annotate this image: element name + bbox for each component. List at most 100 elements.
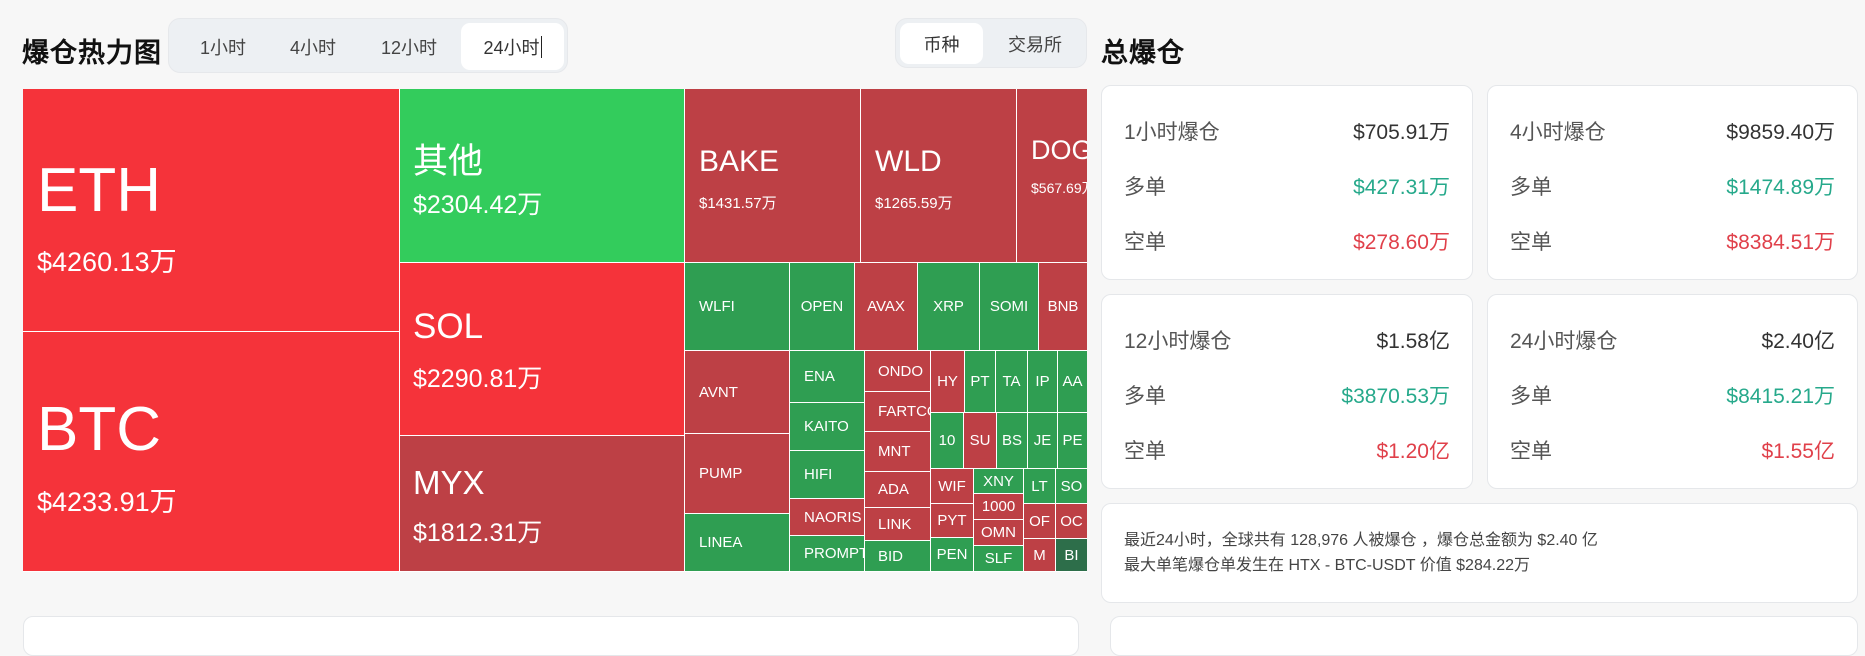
- tile-ta[interactable]: TA: [996, 351, 1028, 413]
- tile-su[interactable]: SU: [964, 413, 997, 469]
- tile-bs[interactable]: BS: [997, 413, 1028, 469]
- tile-slf[interactable]: SLF: [974, 546, 1024, 572]
- long-label: 多单: [1510, 385, 1552, 408]
- tile-sol[interactable]: SOL $2290.81万: [400, 263, 685, 436]
- short-label: 空单: [1510, 231, 1552, 254]
- tile-bid[interactable]: BID: [865, 541, 931, 572]
- tile-lt[interactable]: LT: [1024, 469, 1056, 504]
- card-1h: 1小时爆仓 $705.91万 多单 $427.31万 空单 $278.60万: [1101, 85, 1473, 280]
- tile-myx[interactable]: MYX $1812.31万: [400, 436, 685, 572]
- card-label: 12小时爆仓: [1124, 330, 1232, 353]
- tile-eth[interactable]: ETH $4260.13万: [23, 89, 400, 332]
- tile-xny[interactable]: XNY: [974, 469, 1024, 494]
- tile-ena[interactable]: ENA: [790, 351, 865, 403]
- tile-linea[interactable]: LINEA: [685, 514, 790, 572]
- tile-of[interactable]: OF: [1024, 504, 1056, 539]
- heatmap-title: 爆仓热力图: [22, 38, 162, 68]
- tile-m[interactable]: M: [1024, 539, 1056, 572]
- short-label: 空单: [1124, 231, 1166, 254]
- tile-naoris[interactable]: NAORIS: [790, 499, 865, 536]
- tile-symbol: MYX: [413, 464, 485, 501]
- group-by-tabs: 币种 交易所: [895, 18, 1087, 68]
- tile-symbol: BTC: [37, 395, 161, 464]
- tile-avnt[interactable]: AVNT: [685, 351, 790, 434]
- card-4h: 4小时爆仓 $9859.40万 多单 $1474.89万 空单 $8384.51万: [1487, 85, 1858, 280]
- liquidation-treemap: ETH $4260.13万 BTC $4233.91万 其他 $2304.42万…: [23, 89, 1087, 572]
- tile-pen[interactable]: PEN: [931, 538, 974, 572]
- tile-mnt[interactable]: MNT: [865, 432, 931, 472]
- long-label: 多单: [1124, 176, 1166, 199]
- card-24h: 24小时爆仓 $2.40亿 多单 $8415.21万 空单 $1.55亿: [1487, 294, 1858, 489]
- short-label: 空单: [1510, 440, 1552, 463]
- tile-wif[interactable]: WIF: [931, 469, 974, 504]
- tile-value: $1431.57万: [699, 195, 777, 212]
- tile-avax[interactable]: AVAX: [855, 263, 918, 351]
- long-value: $3870.53万: [1341, 385, 1450, 408]
- tile-value: $4260.13万: [37, 247, 177, 277]
- tile-ip[interactable]: IP: [1028, 351, 1058, 413]
- short-value: $1.55亿: [1761, 440, 1835, 463]
- long-value: $427.31万: [1353, 176, 1450, 199]
- tile-symbol: ETH: [37, 156, 161, 225]
- tile-ondo[interactable]: ONDO: [865, 351, 931, 392]
- tile-je[interactable]: JE: [1028, 413, 1058, 469]
- tile-oc[interactable]: OC: [1056, 504, 1087, 539]
- tile-value: $4233.91万: [37, 487, 177, 517]
- tile-value: $1812.31万: [413, 519, 543, 547]
- tile-symbol: SOL: [413, 307, 484, 346]
- summary-line-1: 最近24小时，全球共有 128,976 人被爆仓 ，爆仓总金额为 $2.40 亿: [1124, 532, 1598, 549]
- summary-line-2: 最大单笔爆仓单发生在 HTX - BTC-USDT 价值 $284.22万: [1124, 557, 1530, 574]
- long-label: 多单: [1124, 385, 1166, 408]
- card-total: $2.40亿: [1761, 330, 1835, 353]
- tile-1000[interactable]: 1000: [974, 494, 1024, 520]
- tile-dog[interactable]: DOG $567.69万: [1017, 89, 1087, 263]
- tile-so[interactable]: SO: [1056, 469, 1087, 504]
- tab-24h[interactable]: 24小时: [461, 23, 564, 70]
- tile-pyt[interactable]: PYT: [931, 504, 974, 538]
- tile-bake[interactable]: BAKE $1431.57万: [685, 89, 861, 263]
- long-label: 多单: [1510, 176, 1552, 199]
- tile-open[interactable]: OPEN: [790, 263, 855, 351]
- tile-hifi[interactable]: HIFI: [790, 451, 865, 499]
- tile-pe[interactable]: PE: [1058, 413, 1087, 469]
- long-value: $8415.21万: [1726, 385, 1835, 408]
- card-label: 4小时爆仓: [1510, 121, 1606, 144]
- tile-kaito[interactable]: KAITO: [790, 403, 865, 451]
- long-value: $1474.89万: [1726, 176, 1835, 199]
- tile-pt[interactable]: PT: [965, 351, 996, 413]
- tile-others[interactable]: 其他 $2304.42万: [400, 89, 685, 263]
- short-value: $8384.51万: [1726, 231, 1835, 254]
- tile-pump[interactable]: PUMP: [685, 434, 790, 514]
- card-12h: 12小时爆仓 $1.58亿 多单 $3870.53万 空单 $1.20亿: [1101, 294, 1473, 489]
- short-label: 空单: [1124, 440, 1166, 463]
- tab-4h[interactable]: 4小时: [289, 37, 336, 58]
- tile-btc[interactable]: BTC $4233.91万: [23, 332, 400, 572]
- tile-value: $2290.81万: [413, 365, 543, 393]
- tile-somi[interactable]: SOMI: [980, 263, 1039, 351]
- tile-bnb[interactable]: BNB: [1039, 263, 1087, 351]
- tile-symbol: DOG: [1031, 135, 1087, 165]
- tile-value: $2304.42万: [413, 191, 543, 219]
- tile-10[interactable]: 10: [931, 413, 964, 469]
- tile-prompt[interactable]: PROMPT: [790, 536, 865, 572]
- tab-12h[interactable]: 12小时: [380, 37, 438, 58]
- tile-xrp[interactable]: XRP: [918, 263, 980, 351]
- tile-symbol: WLD: [875, 145, 942, 178]
- card-total: $705.91万: [1353, 121, 1450, 144]
- tile-link[interactable]: LINK: [865, 508, 931, 541]
- card-total: $1.58亿: [1376, 330, 1450, 353]
- tile-wlfi[interactable]: WLFI: [685, 263, 790, 351]
- tile-hy[interactable]: HY: [931, 351, 965, 413]
- tab-1h[interactable]: 1小时: [199, 37, 246, 58]
- tile-wld[interactable]: WLD $1265.59万: [861, 89, 1017, 263]
- tile-fartco[interactable]: FARTCO: [865, 392, 931, 432]
- tile-bi[interactable]: BI: [1056, 539, 1087, 572]
- tab-exchange[interactable]: 交易所: [1008, 34, 1062, 55]
- tile-ada[interactable]: ADA: [865, 472, 931, 508]
- tile-value: $567.69万: [1031, 180, 1087, 196]
- lower-right-card: [1110, 616, 1858, 656]
- tile-omn[interactable]: OMN: [974, 520, 1024, 546]
- total-liquidation-title: 总爆仓: [1101, 38, 1185, 68]
- tab-coin[interactable]: 币种: [900, 23, 983, 64]
- tile-aa[interactable]: AA: [1058, 351, 1087, 413]
